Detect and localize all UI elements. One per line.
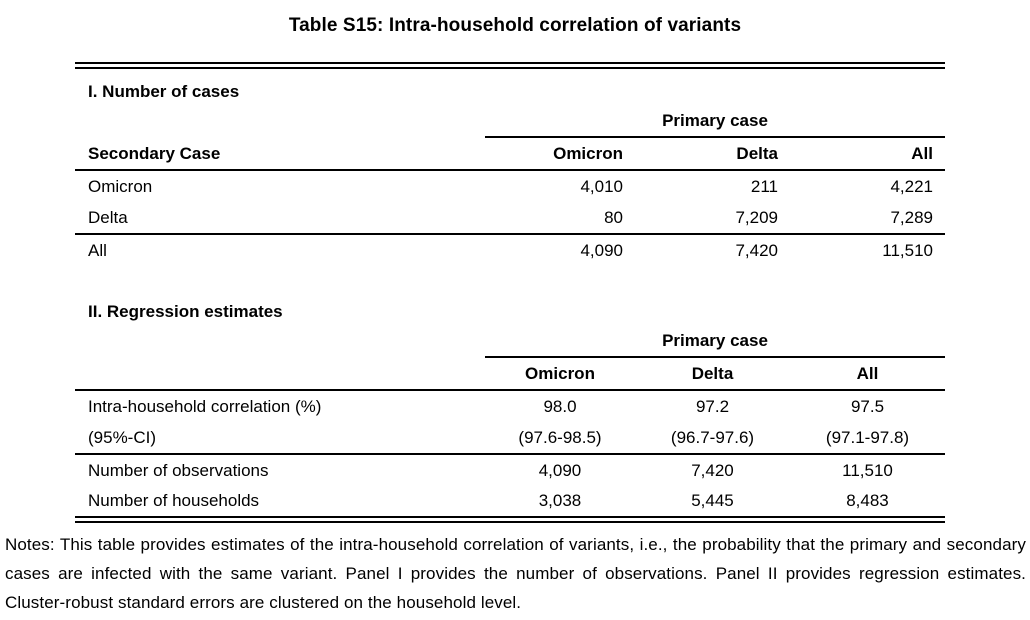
table: I. Number of cases Primary case Secondar… [75, 62, 945, 523]
panel1-spanner-row: Primary case [75, 111, 945, 138]
panel2-col-all: All [856, 363, 879, 383]
bottom-double-rule [75, 516, 945, 523]
cell-value: 97.5 [850, 396, 885, 416]
cell-value: 5,445 [691, 491, 734, 510]
panel1-col-all: All [911, 143, 933, 163]
table-row-observations: Number of observations 4,090 7,420 11,51… [75, 455, 945, 486]
cell-value: 4,010 [580, 177, 623, 196]
panel1-col-delta: Delta [736, 143, 778, 163]
cell-value: (97.6-98.5) [518, 427, 602, 447]
table-row-omicron: Omicron 4,010 211 4,221 [75, 171, 945, 203]
cell-value: 8,483 [846, 491, 889, 510]
table-row-all: All 4,090 7,420 11,510 [75, 235, 945, 267]
cell-value: 3,038 [538, 491, 582, 510]
cell-value: (96.7-97.6) [670, 427, 755, 447]
table-row-confidence-interval: (95%-CI) (97.6-98.5) (96.7-97.6) (97.1-9… [75, 422, 945, 455]
table-title: Table S15: Intra-household correlation o… [288, 15, 742, 36]
row-label: Omicron [88, 177, 153, 196]
row-label: All [88, 241, 107, 260]
panel2-spanner-row: Primary case [75, 331, 945, 358]
cell-value: 98.0 [543, 396, 577, 416]
cell-value: 7,289 [890, 208, 933, 227]
cell-value: (97.1-97.8) [825, 427, 910, 447]
panel2-header-row: Omicron Delta All [75, 358, 945, 391]
cell-value: 11,510 [842, 460, 893, 480]
row-label: Number of households [88, 491, 260, 510]
table-row-correlation: Intra-household correlation (%) 98.0 97.… [75, 391, 945, 422]
panel2-label: II. Regression estimates [88, 302, 283, 321]
table-notes: Notes: This table provides estimates of … [5, 535, 1026, 612]
cell-value: 11,510 [882, 241, 933, 260]
cell-value: 4,221 [890, 177, 933, 196]
document-page: Table S15: Intra-household correlation o… [0, 14, 1030, 620]
panel1-spanner-primary-case: Primary case [485, 111, 945, 138]
cell-value: 80 [604, 208, 623, 227]
panel1-col-omicron: Omicron [553, 143, 623, 163]
panel1-row-header: Secondary Case [88, 143, 221, 163]
panel1-header-row: Secondary Case Omicron Delta All [75, 138, 945, 171]
cell-value: 7,420 [735, 241, 778, 260]
row-label: Intra-household correlation (%) [88, 396, 322, 416]
top-double-rule [75, 62, 945, 69]
cell-value: 97.2 [695, 396, 730, 416]
cell-value: 211 [750, 177, 778, 196]
row-label: Delta [88, 208, 128, 227]
cell-value: 4,090 [538, 460, 582, 480]
cell-value: 7,209 [735, 208, 778, 227]
table-row-households: Number of households 3,038 5,445 8,483 [75, 486, 945, 516]
cell-value: 7,420 [691, 460, 734, 480]
row-label: Number of observations [88, 460, 269, 480]
panel1-label: I. Number of cases [88, 82, 240, 101]
row-label: (95%-CI) [88, 427, 157, 447]
panel2-col-omicron: Omicron [525, 363, 595, 383]
panel2-col-delta: Delta [691, 363, 734, 383]
cell-value: 4,090 [580, 241, 623, 260]
panel2-spanner-primary-case: Primary case [485, 331, 945, 358]
table-row-delta: Delta 80 7,209 7,289 [75, 203, 945, 235]
